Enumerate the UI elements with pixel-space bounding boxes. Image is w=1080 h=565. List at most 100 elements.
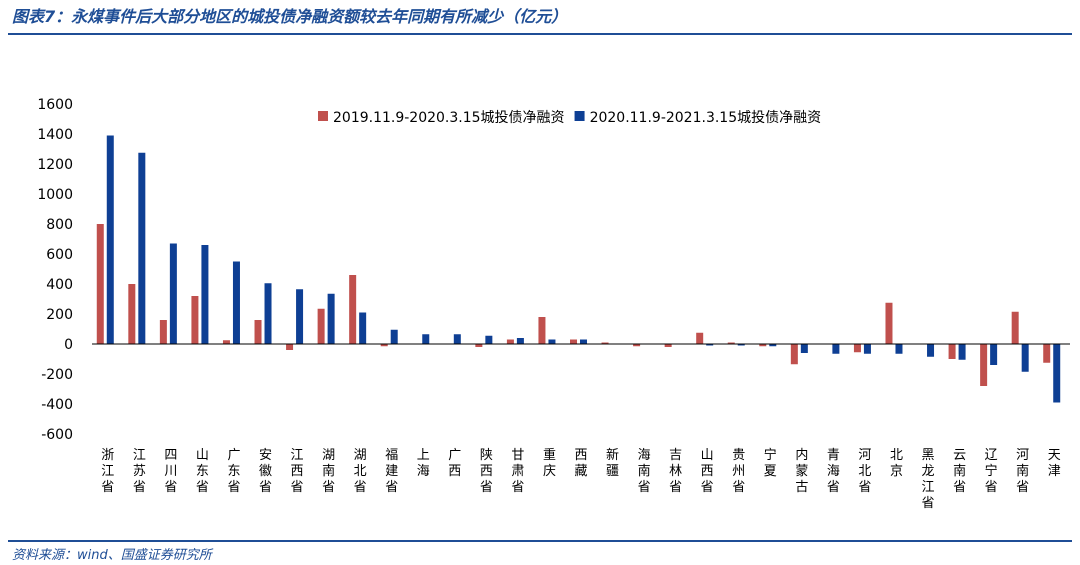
y-axis: 1600 1400 1200 1000 800 600 400 200 0 -200 -400 -60… xyxy=(37,97,73,443)
bar-series-2 xyxy=(548,339,556,344)
bar-series-2 xyxy=(138,152,146,344)
x-tick-label: 海南省 xyxy=(638,448,651,495)
legend-label: 2020.11.9-2021.3.15城投债净融资 xyxy=(590,110,822,126)
x-tick-label: 山西省 xyxy=(701,448,714,495)
bar-series-2 xyxy=(580,339,587,344)
x-tick-label: 黑龙江省 xyxy=(922,448,935,511)
y-tick-label: -400 xyxy=(41,397,73,413)
bar-series-1 xyxy=(853,344,861,353)
bar-series-2 xyxy=(390,329,398,344)
y-tick-label: 800 xyxy=(46,217,73,233)
bar-series-2 xyxy=(927,344,935,357)
y-tick-label: 1200 xyxy=(37,157,73,173)
bar-series-2 xyxy=(737,344,745,346)
y-tick-label: 1600 xyxy=(37,97,73,113)
y-tick-label: 0 xyxy=(64,337,73,353)
x-tick-label: 江西省 xyxy=(291,448,304,495)
bar-series-1 xyxy=(570,339,577,344)
x-tick-label: 天津 xyxy=(1048,448,1061,479)
x-tick-label: 内蒙古 xyxy=(795,447,808,495)
bar-series-2 xyxy=(1053,344,1061,403)
y-tick-label: 600 xyxy=(46,247,73,263)
bar-series-1 xyxy=(222,340,230,344)
bar-series-1 xyxy=(506,339,514,344)
bar-series-2 xyxy=(706,344,714,346)
bar-series-1 xyxy=(96,224,104,344)
x-tick-label: 吉林省 xyxy=(669,448,682,495)
x-tick-label: 贵州省 xyxy=(732,448,745,495)
bar-series-1 xyxy=(790,344,798,365)
bar-series-2 xyxy=(958,344,966,360)
bar-series-1 xyxy=(696,332,704,344)
bar-series-2 xyxy=(863,344,871,354)
x-tick-label: 福建省 xyxy=(385,448,398,495)
bar-series-2 xyxy=(990,344,998,365)
bar-series-2 xyxy=(201,245,209,344)
x-tick-label: 湖北省 xyxy=(354,448,367,495)
bar-series-2 xyxy=(232,261,240,344)
bar-series-1 xyxy=(980,344,988,386)
x-tick-label: 河南省 xyxy=(1016,448,1029,495)
x-tick-label: 重庆 xyxy=(543,447,556,479)
bar-series-1 xyxy=(759,344,767,347)
bar-series-2 xyxy=(800,344,808,353)
bar-series-1 xyxy=(727,342,735,344)
bar-series-2 xyxy=(296,289,304,344)
bar-series-1 xyxy=(633,344,641,347)
bar-series-1 xyxy=(286,344,294,350)
y-tick-label: -600 xyxy=(41,427,73,443)
x-tick-label: 湖南省 xyxy=(322,448,335,495)
y-tick-label: 1400 xyxy=(37,127,73,143)
bar-series-2 xyxy=(1021,344,1029,372)
legend-swatch xyxy=(574,111,585,121)
y-tick-label: 400 xyxy=(46,277,73,293)
header-rule xyxy=(8,33,1072,35)
bar-series-2 xyxy=(422,334,430,344)
bar-series-1 xyxy=(475,344,483,347)
bar-series-2 xyxy=(453,334,461,344)
x-tick-label: 辽宁省 xyxy=(985,448,998,495)
bar-series-2 xyxy=(106,135,114,344)
bar-series-2 xyxy=(769,344,777,347)
bar-series-1 xyxy=(1011,311,1019,344)
x-tick-label: 江苏省 xyxy=(133,448,146,495)
bar-series-1 xyxy=(538,317,546,344)
x-tick-label: 陕西省 xyxy=(480,448,493,495)
bar-series-2 xyxy=(359,312,367,344)
bar-series-2 xyxy=(832,344,840,354)
bar-series-2 xyxy=(169,243,177,344)
y-tick-label: 1000 xyxy=(37,187,73,203)
legend-label: 2019.11.9-2020.3.15城投债净融资 xyxy=(333,110,565,126)
x-tick-label: 西藏 xyxy=(574,448,587,479)
bar-series-1 xyxy=(159,320,167,344)
bar-chart: 1600 1400 1200 1000 800 600 400 200 0 -200 -400 -60… xyxy=(37,97,1070,511)
x-tick-label: 新疆 xyxy=(606,447,619,479)
bar-series-1 xyxy=(601,342,609,344)
y-tick-label: 200 xyxy=(46,307,73,323)
bar-series-1 xyxy=(664,344,672,347)
legend: 2019.11.9-2020.3.15城投债净融资 2020.11.9-2021.… xyxy=(318,110,821,126)
x-tick-label: 浙江省 xyxy=(101,448,114,495)
x-tick-label: 甘肃省 xyxy=(511,448,524,495)
bar-series-1 xyxy=(128,284,136,344)
y-tick-label: -200 xyxy=(41,367,73,383)
x-tick-label: 云南省 xyxy=(953,448,966,495)
bar-series-1 xyxy=(254,320,262,344)
x-tick-label: 宁夏 xyxy=(764,447,777,479)
x-tick-label: 四川省 xyxy=(164,448,177,495)
bar-series-1 xyxy=(191,296,199,344)
x-tick-label: 河北省 xyxy=(858,448,871,495)
x-tick-label: 山东省 xyxy=(196,448,209,495)
bar-series-2 xyxy=(485,335,493,344)
x-tick-label: 广东省 xyxy=(227,448,240,495)
bar-series-1 xyxy=(380,344,388,347)
bar-series-2 xyxy=(327,293,335,344)
bar-series-1 xyxy=(317,308,325,344)
source-note: 资料来源：wind、国盛证券研究所 xyxy=(12,548,212,563)
x-tick-label: 上海 xyxy=(417,448,430,479)
bar-series-1 xyxy=(1043,344,1051,363)
chart-bars xyxy=(96,135,1061,403)
x-tick-label: 安徽省 xyxy=(259,448,272,495)
bar-series-2 xyxy=(516,338,524,344)
